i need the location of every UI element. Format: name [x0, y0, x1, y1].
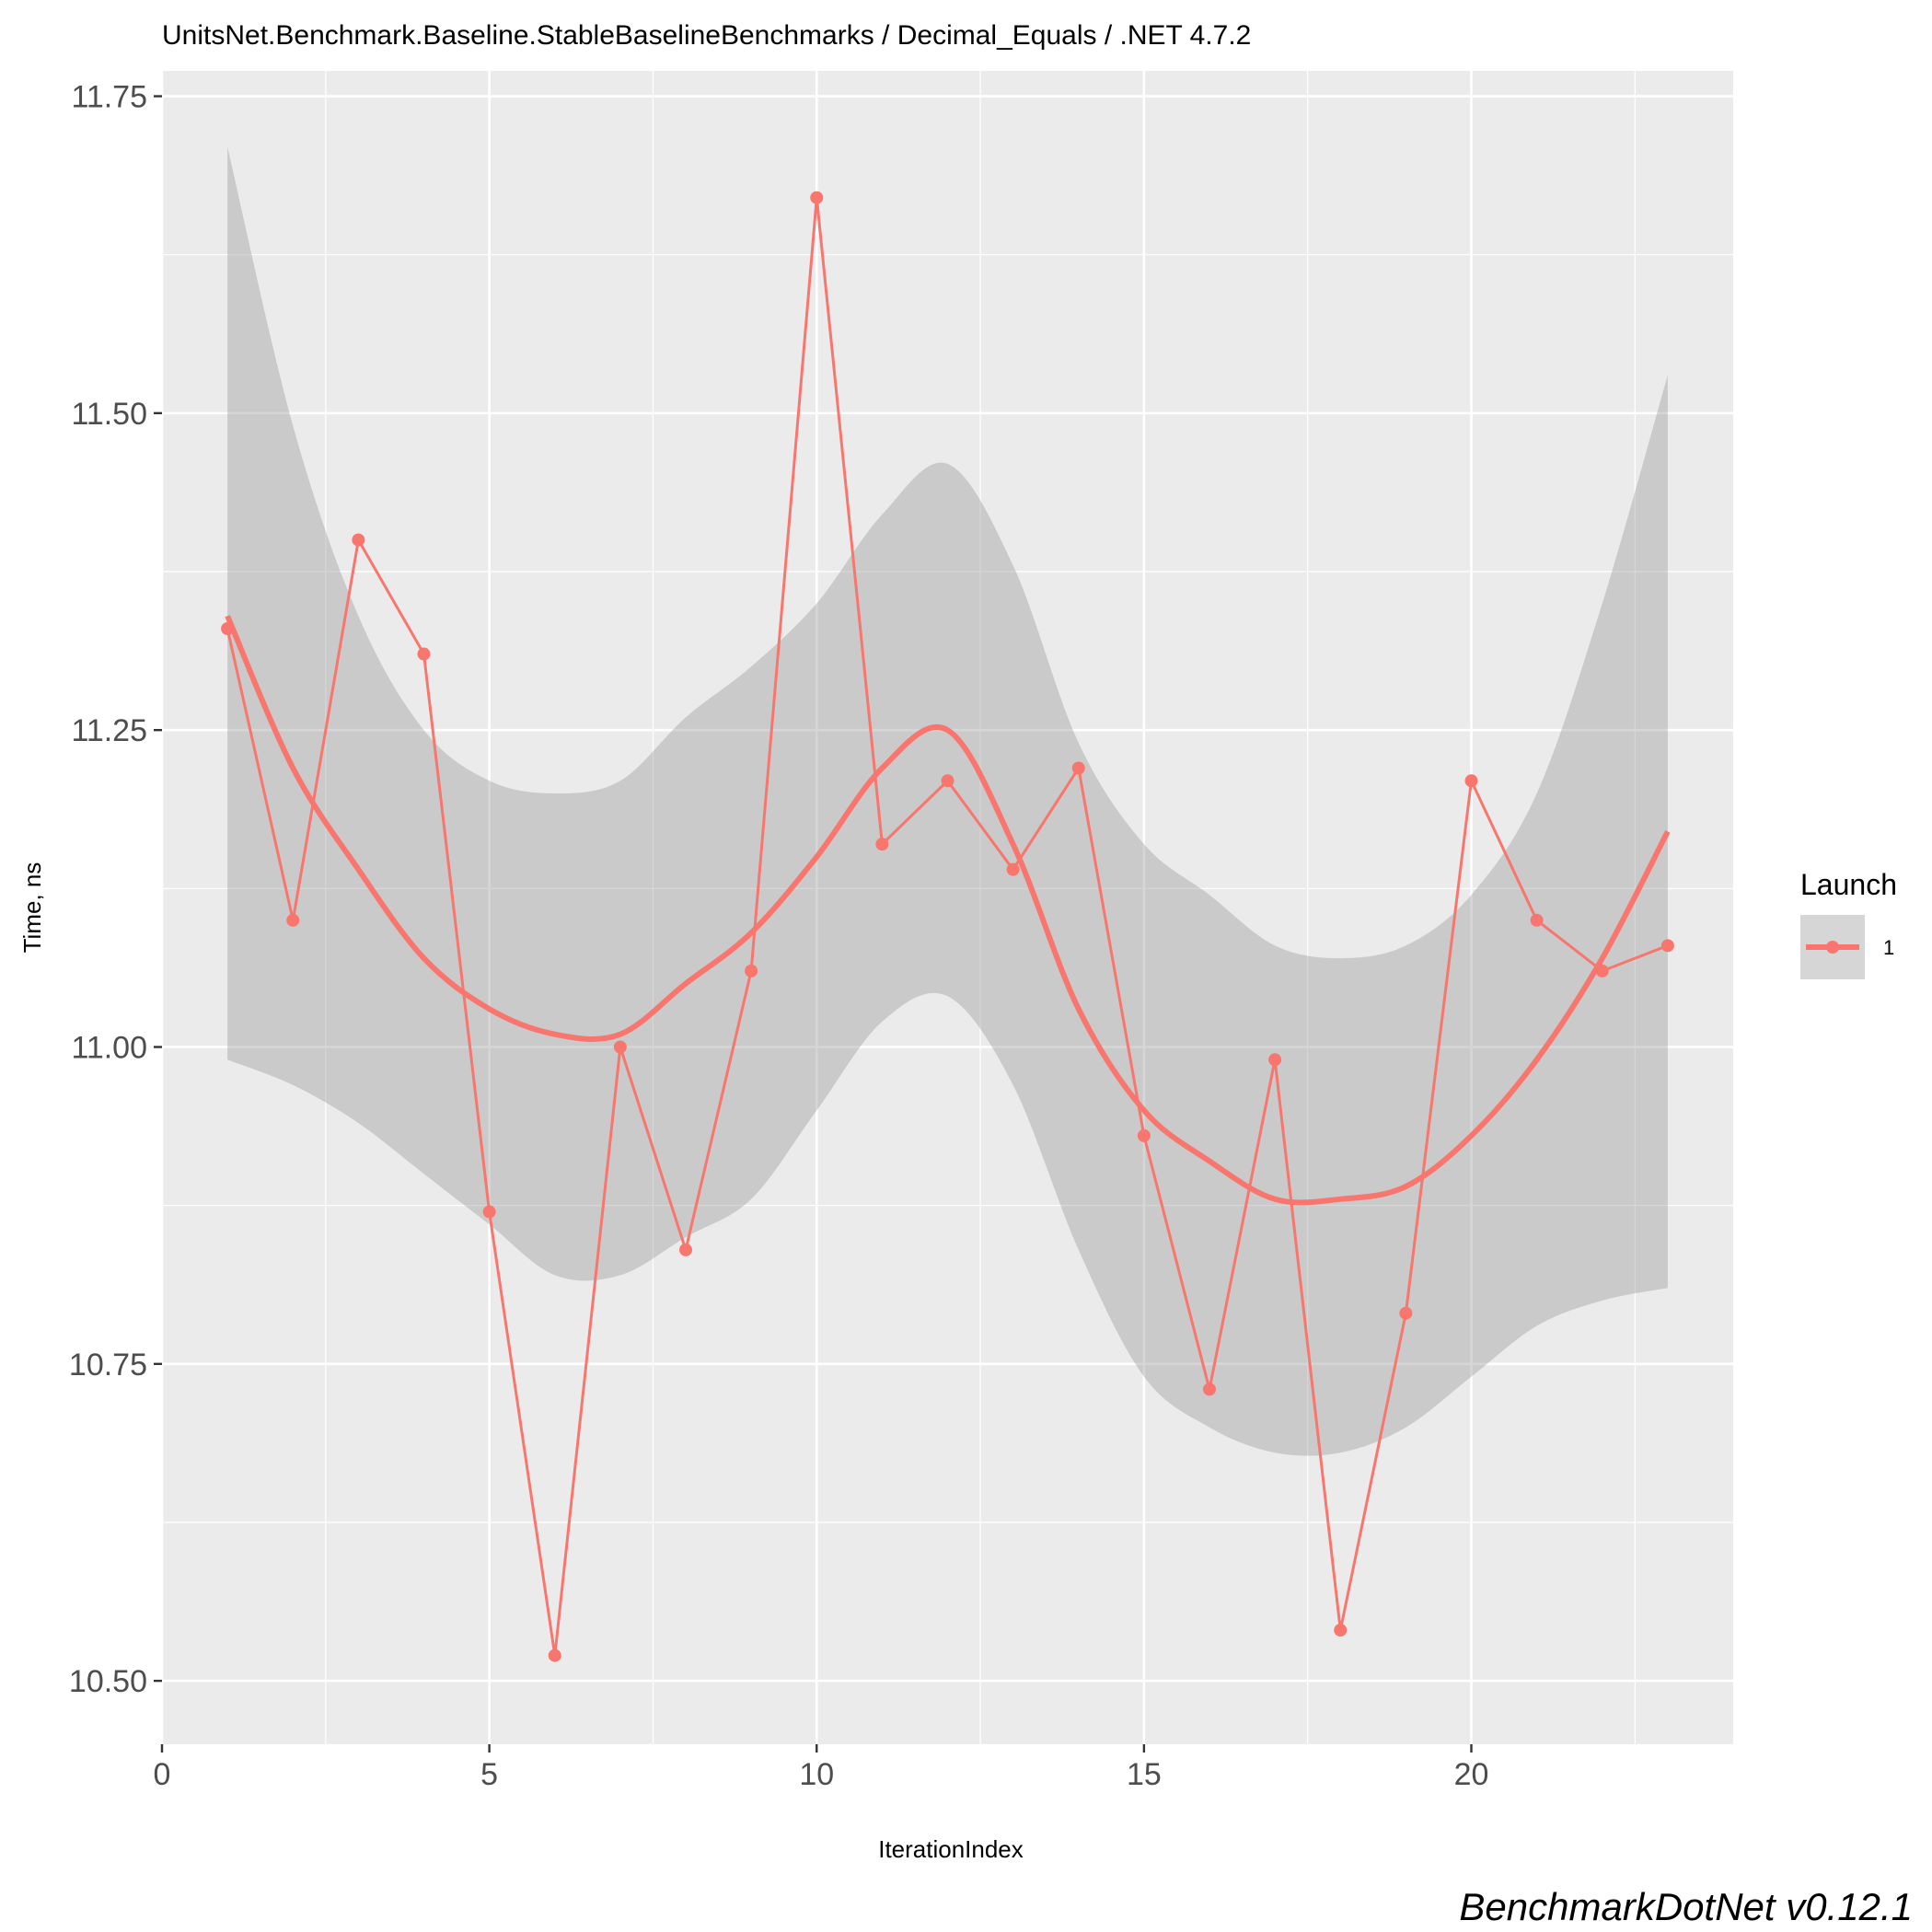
- legend-key-point: [1826, 941, 1839, 954]
- data-point: [417, 647, 431, 661]
- data-points: [221, 191, 1674, 1662]
- data-point: [810, 191, 824, 204]
- data-point: [1464, 774, 1478, 788]
- data-point: [1137, 1128, 1151, 1142]
- data-point: [548, 1649, 561, 1662]
- y-tick-label: 11.75: [71, 80, 147, 115]
- data-point: [1203, 1382, 1216, 1396]
- data-point: [613, 1040, 627, 1054]
- y-tick-label: 10.75: [69, 1348, 147, 1382]
- y-tick-label: 11.00: [71, 1031, 147, 1066]
- data-point: [1071, 761, 1085, 775]
- data-point: [1660, 939, 1674, 953]
- chart-title: UnitsNet.Benchmark.Baseline.StableBaseli…: [162, 20, 1251, 51]
- x-tick-label: 0: [154, 1757, 171, 1792]
- y-tick-label: 11.50: [71, 397, 147, 432]
- y-axis-title: Time, ns: [18, 862, 46, 954]
- y-axis: 10.50 10.75 11.00 11.25 11.50 11.75: [69, 80, 162, 1699]
- data-point: [352, 533, 365, 547]
- confidence-ribbon: [227, 146, 1668, 1456]
- caption: BenchmarkDotNet v0.12.1: [1459, 1885, 1913, 1928]
- data-point: [1334, 1624, 1348, 1637]
- data-point: [1006, 862, 1020, 876]
- legend-label: 1: [1883, 936, 1894, 959]
- data-point: [286, 913, 300, 927]
- data-point: [941, 774, 954, 788]
- data-point: [875, 838, 889, 851]
- data-point: [745, 964, 758, 978]
- legend-title: Launch: [1800, 868, 1897, 901]
- x-tick-label: 10: [799, 1757, 834, 1792]
- legend: Launch 1: [1800, 868, 1897, 979]
- smooth-line: [225, 615, 1671, 1206]
- data-point: [1399, 1306, 1413, 1320]
- data-point: [482, 1205, 496, 1219]
- x-tick-label: 5: [480, 1757, 498, 1792]
- data-point: [1530, 913, 1544, 927]
- x-tick-label: 15: [1127, 1757, 1162, 1792]
- x-tick-label: 20: [1454, 1757, 1489, 1792]
- x-axis: 0 5 10 15 20: [154, 1744, 1489, 1792]
- x-axis-title: IterationIndex: [878, 1835, 1024, 1863]
- y-tick-label: 10.50: [69, 1664, 147, 1699]
- data-point: [679, 1243, 692, 1256]
- data-point: [1268, 1053, 1282, 1067]
- y-tick-label: 11.25: [71, 713, 147, 748]
